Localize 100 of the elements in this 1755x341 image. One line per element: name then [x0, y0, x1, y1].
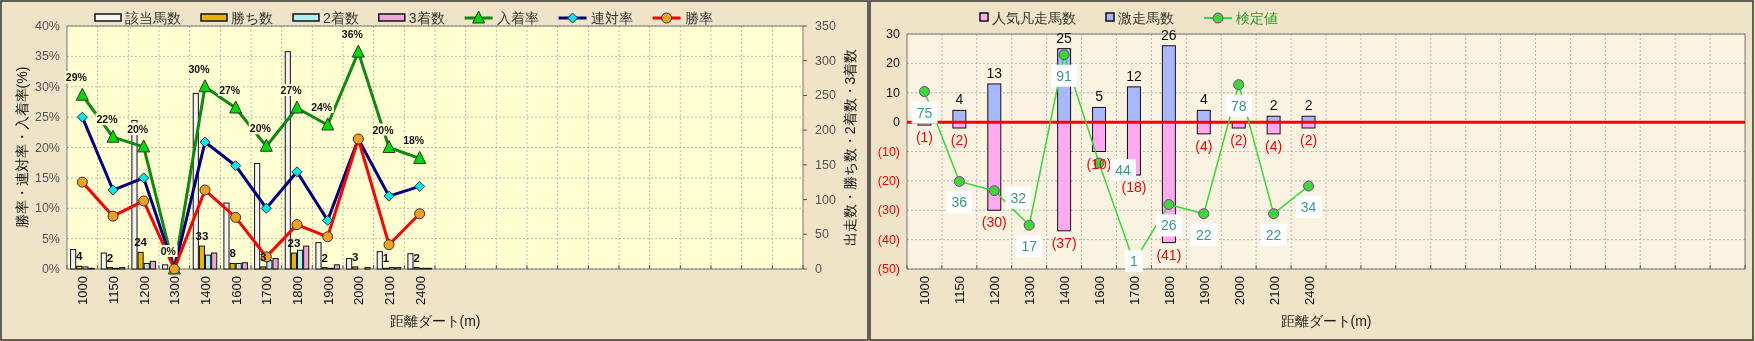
data-label: (4) [1195, 137, 1213, 154]
data-label: 1 [1130, 253, 1139, 270]
data-label: 26 [1161, 26, 1177, 43]
data-label: 2 [1304, 97, 1313, 114]
data-label: 78 [1230, 97, 1247, 114]
data-label: 36% [341, 28, 364, 41]
data-label: (4) [1265, 137, 1283, 154]
data-label: 22% [96, 113, 119, 126]
data-label: 4 [955, 91, 964, 108]
y2-axis-title: 出走数・勝ち数・2着数・3着数 [842, 48, 858, 247]
data-label: 29% [65, 71, 88, 84]
x-tick-label: 1600 [228, 276, 244, 305]
data-label: 27% [219, 84, 241, 97]
data-label: 2 [1269, 97, 1278, 114]
y-tick-label: 35% [34, 49, 60, 64]
data-label: 2 [321, 251, 328, 264]
x-axis-title: 距離ダート(m) [1280, 313, 1372, 329]
y-tick-label: 15% [34, 170, 60, 185]
x-tick-label: 1800 [1161, 276, 1177, 305]
x-tick-label: 1400 [198, 276, 213, 305]
x-tick-label: 2000 [1231, 276, 1247, 305]
y-tick-label: 20% [34, 140, 60, 155]
x-tick-label: 1700 [1126, 276, 1142, 305]
y-tick-label: 25% [34, 110, 60, 125]
data-label: (37) [1051, 234, 1077, 251]
x-tick-label: 1800 [290, 276, 305, 305]
x-tick-label: 1150 [106, 276, 121, 304]
y-tick-label: 10% [34, 201, 60, 216]
y-tick-label: (40) [877, 232, 900, 247]
data-label: 34 [1300, 199, 1317, 216]
y-tick-label: (10) [877, 144, 900, 159]
data-label: 27% [280, 84, 303, 97]
x-tick-label: 1200 [987, 276, 1003, 305]
legend-label: 勝ち数 [231, 10, 273, 26]
data-label: 91 [1056, 67, 1073, 84]
x-tick-label: 1400 [1057, 276, 1073, 305]
y-tick-label: 40% [34, 19, 60, 33]
x-tick-label: 1900 [1196, 276, 1212, 305]
x-tick-label: 1900 [320, 276, 336, 305]
data-label: 75 [916, 104, 933, 121]
y-tick-label: (50) [877, 262, 900, 276]
y-tick-label: 30% [34, 79, 60, 94]
data-label: 44 [1115, 162, 1131, 179]
y2-tick-label: 250 [815, 88, 836, 103]
legend-label: 連対率 [590, 10, 633, 26]
data-label: 12 [1126, 67, 1142, 84]
data-label: 3 [352, 250, 359, 263]
x-tick-label: 1200 [136, 276, 152, 305]
legend-label: 激走馬数 [1118, 10, 1174, 26]
y-tick-label: 20 [886, 56, 901, 71]
legend-label: 3着数 [408, 10, 445, 26]
data-label: 20% [372, 123, 395, 136]
y2-tick-label: 300 [815, 53, 836, 68]
y-axis-title: 勝率・連対率・入着率(%) [14, 66, 30, 229]
y2-tick-label: 100 [815, 192, 836, 207]
x-tick-label: 2100 [382, 276, 397, 305]
x-tick-label: 1000 [917, 276, 933, 305]
legend-label: 検定値 [1236, 10, 1278, 26]
x-tick-label: 1000 [75, 276, 91, 305]
y2-tick-label: 50 [815, 227, 829, 242]
data-label: 4 [1199, 91, 1208, 108]
y-tick-label: 30 [886, 27, 901, 41]
data-label: 25 [1056, 29, 1073, 46]
x-tick-label: 1600 [1092, 276, 1108, 305]
y2-tick-label: 200 [815, 123, 836, 138]
y-tick-label: 0 [893, 115, 901, 130]
data-label: (18) [1121, 179, 1147, 195]
x-tick-label: 1300 [167, 276, 183, 305]
legend-label: 該当馬数 [125, 10, 181, 26]
x-axis-title: 距離ダート(m) [389, 313, 481, 329]
legend-label: 人気凡走馬数 [992, 10, 1076, 26]
data-label: 18% [403, 134, 425, 147]
data-label: 8 [229, 247, 237, 260]
data-label: 2 [413, 251, 420, 264]
data-label: (2) [950, 132, 968, 148]
data-label: 26 [1161, 217, 1177, 234]
data-label: 5 [1095, 88, 1104, 105]
data-label: 22 [1196, 226, 1212, 243]
y2-tick-label: 0 [815, 262, 822, 276]
data-label: 17 [1021, 238, 1038, 255]
x-tick-label: 1700 [259, 276, 275, 305]
data-label: (2) [1299, 132, 1318, 148]
data-label: 22 [1265, 226, 1282, 243]
y2-tick-label: 350 [815, 19, 836, 33]
data-label: (1) [915, 129, 934, 146]
data-label: 24 [134, 236, 148, 249]
data-label: 32 [1010, 189, 1027, 206]
data-label: 20% [249, 122, 272, 135]
data-label: 1 [382, 252, 390, 265]
y-tick-label: (20) [877, 173, 900, 188]
y-tick-label: 5% [41, 231, 60, 246]
legend-label: 勝率 [684, 10, 713, 26]
data-label: 24% [311, 101, 333, 114]
legend-label: 2着数 [323, 10, 359, 26]
x-tick-label: 2000 [351, 276, 367, 305]
data-label: (2) [1230, 132, 1248, 148]
data-label: (41) [1156, 246, 1182, 263]
data-label: 0% [160, 245, 177, 257]
data-label: (30) [981, 214, 1007, 231]
x-tick-label: 1150 [952, 276, 968, 304]
